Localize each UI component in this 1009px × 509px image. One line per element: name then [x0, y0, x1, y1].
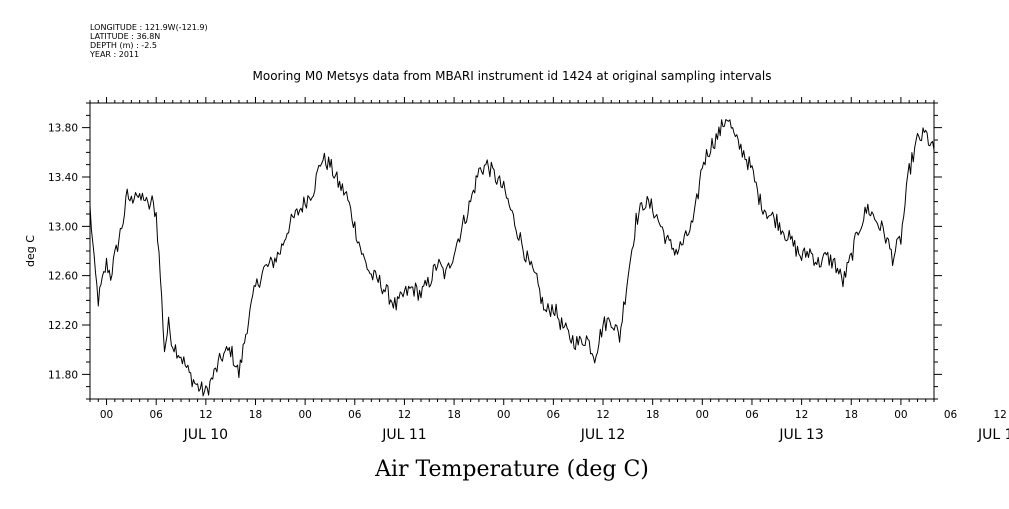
header-latitude: LATITUDE : 36.8N — [90, 32, 160, 41]
x-tick-label: 12 — [199, 409, 212, 421]
x-tick-label: 12 — [596, 409, 609, 421]
x-tick-label: 12 — [994, 409, 1007, 421]
day-label: JUL 10 — [183, 427, 228, 443]
x-tick-label: 18 — [845, 409, 858, 421]
y-axis-label: deg C — [24, 235, 37, 267]
y-tick-label: 12.20 — [48, 320, 78, 332]
x-tick-label: 12 — [795, 409, 808, 421]
y-tick-label: 13.40 — [48, 172, 78, 184]
x-tick-label: 06 — [348, 409, 362, 421]
y-tick-label: 11.80 — [48, 369, 78, 381]
header-year: YEAR : 2011 — [89, 50, 139, 59]
y-tick-label: 13.00 — [48, 221, 78, 233]
series-line — [89, 119, 935, 397]
header-longitude: LONGITUDE : 121.9W(-121.9) — [90, 23, 208, 32]
header-depth: DEPTH (m) : -2.5 — [90, 41, 157, 50]
header-info: LONGITUDE : 121.9W(-121.9) LATITUDE : 36… — [89, 23, 208, 59]
axis-ticks — [82, 97, 942, 405]
x-tick-label: 18 — [249, 409, 262, 421]
day-label: JUL 11 — [381, 427, 426, 443]
x-tick-label: 00 — [497, 409, 510, 421]
day-label: JUL 13 — [778, 427, 823, 443]
x-tick-label: 06 — [547, 409, 561, 421]
day-labels: JUL 10 JUL 11 JUL 12 JUL 13 JUL 14 — [183, 427, 1009, 443]
y-tick-labels: 11.80 12.20 12.60 13.00 13.40 13.80 — [48, 123, 78, 382]
y-tick-label: 13.80 — [48, 123, 78, 135]
x-tick-label: 18 — [646, 409, 659, 421]
x-tick-label: 06 — [944, 409, 958, 421]
x-tick-label: 00 — [100, 409, 113, 421]
x-tick-label: 06 — [150, 409, 164, 421]
x-tick-label: 06 — [745, 409, 759, 421]
day-label: JUL 12 — [580, 427, 625, 443]
x-tick-label: 00 — [696, 409, 709, 421]
tick-marks — [82, 97, 942, 405]
y-tick-label: 12.60 — [48, 271, 78, 283]
x-axis-label: Air Temperature (deg C) — [374, 457, 649, 482]
x-tick-labels: 0006121800061218000612180006121800061218… — [100, 409, 1007, 421]
day-label: JUL 14 — [977, 427, 1009, 443]
x-tick-label: 00 — [298, 409, 311, 421]
x-tick-label: 18 — [447, 409, 460, 421]
x-tick-label: 00 — [894, 409, 907, 421]
chart-title: Mooring M0 Metsys data from MBARI instru… — [253, 69, 772, 83]
x-tick-label: 12 — [398, 409, 411, 421]
